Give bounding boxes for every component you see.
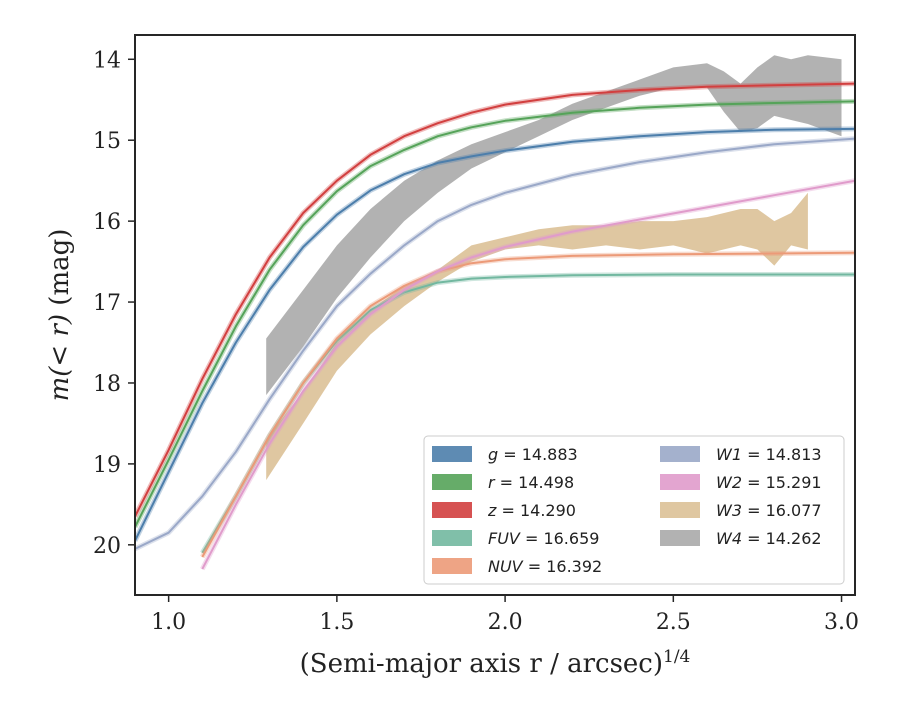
legend-swatch-g bbox=[432, 446, 472, 462]
series-line-W1 bbox=[135, 137, 855, 550]
y-tick-label: 20 bbox=[93, 534, 121, 559]
legend-swatch-r bbox=[432, 474, 472, 490]
y-tick-label: 19 bbox=[93, 453, 121, 478]
series-band-W4 bbox=[266, 55, 842, 396]
y-tick-label: 17 bbox=[93, 291, 121, 316]
legend-label-W1: W1 = 14.813 bbox=[716, 445, 822, 464]
legend-swatch-W3 bbox=[660, 502, 700, 518]
y-axis-math: m(< r) bbox=[45, 314, 75, 401]
x-tick-label: 1.5 bbox=[319, 610, 354, 635]
x-axis-title: (Semi-major axis r / arcsec)1/4 bbox=[300, 647, 691, 679]
legend-swatch-W4 bbox=[660, 530, 700, 546]
y-tick-label: 18 bbox=[93, 372, 121, 397]
legend-frame bbox=[423, 435, 845, 585]
x-tick-label: 2.0 bbox=[488, 610, 523, 635]
tick-layer: 1.0 1.5 2.0 2.5 3.0 14 15 16 17 18 19 20 bbox=[93, 48, 859, 635]
x-axis-exponent: 1/4 bbox=[663, 647, 690, 667]
series-line-z bbox=[135, 82, 855, 517]
legend-swatch-FUV bbox=[432, 530, 472, 546]
y-tick-label: 15 bbox=[93, 129, 121, 154]
legend-label-NUV: NUV = 16.392 bbox=[488, 557, 602, 576]
legend-swatch-W1 bbox=[660, 446, 700, 462]
series-line-g bbox=[135, 127, 855, 542]
series-line-W2 bbox=[201, 179, 855, 570]
legend-label-W2: W2 = 15.291 bbox=[716, 473, 822, 492]
y-axis-unit: (mag) bbox=[45, 229, 75, 314]
legend-label-r: r = 14.498 bbox=[488, 473, 574, 492]
y-axis-title: m(< r) (mag) bbox=[45, 229, 75, 402]
x-tick-label: 3.0 bbox=[824, 610, 859, 635]
legend-label-FUV: FUV = 16.659 bbox=[488, 529, 599, 548]
series-line-NUV bbox=[201, 251, 855, 558]
series-line-r bbox=[135, 100, 855, 528]
legend-label-W4: W4 = 14.262 bbox=[716, 529, 822, 548]
legend-swatch-NUV bbox=[432, 558, 472, 574]
x-tick-label: 1.0 bbox=[151, 610, 186, 635]
series-band-W3 bbox=[266, 192, 808, 481]
x-tick-label: 2.5 bbox=[656, 610, 691, 635]
legend-label-W3: W3 = 16.077 bbox=[716, 501, 822, 520]
series-layer bbox=[135, 55, 855, 571]
legend-label-g: g = 14.883 bbox=[488, 445, 578, 464]
legend-label-z: z = 14.290 bbox=[487, 501, 576, 520]
y-tick-label: 14 bbox=[93, 48, 121, 73]
y-tick-label: 16 bbox=[93, 210, 121, 235]
plot-frame bbox=[134, 34, 856, 596]
legend: g = 14.883 r = 14.498 z = 14.290 FUV = 16.6… bbox=[423, 435, 845, 585]
legend-swatch-W2 bbox=[660, 474, 700, 490]
legend-swatch-z bbox=[432, 502, 472, 518]
